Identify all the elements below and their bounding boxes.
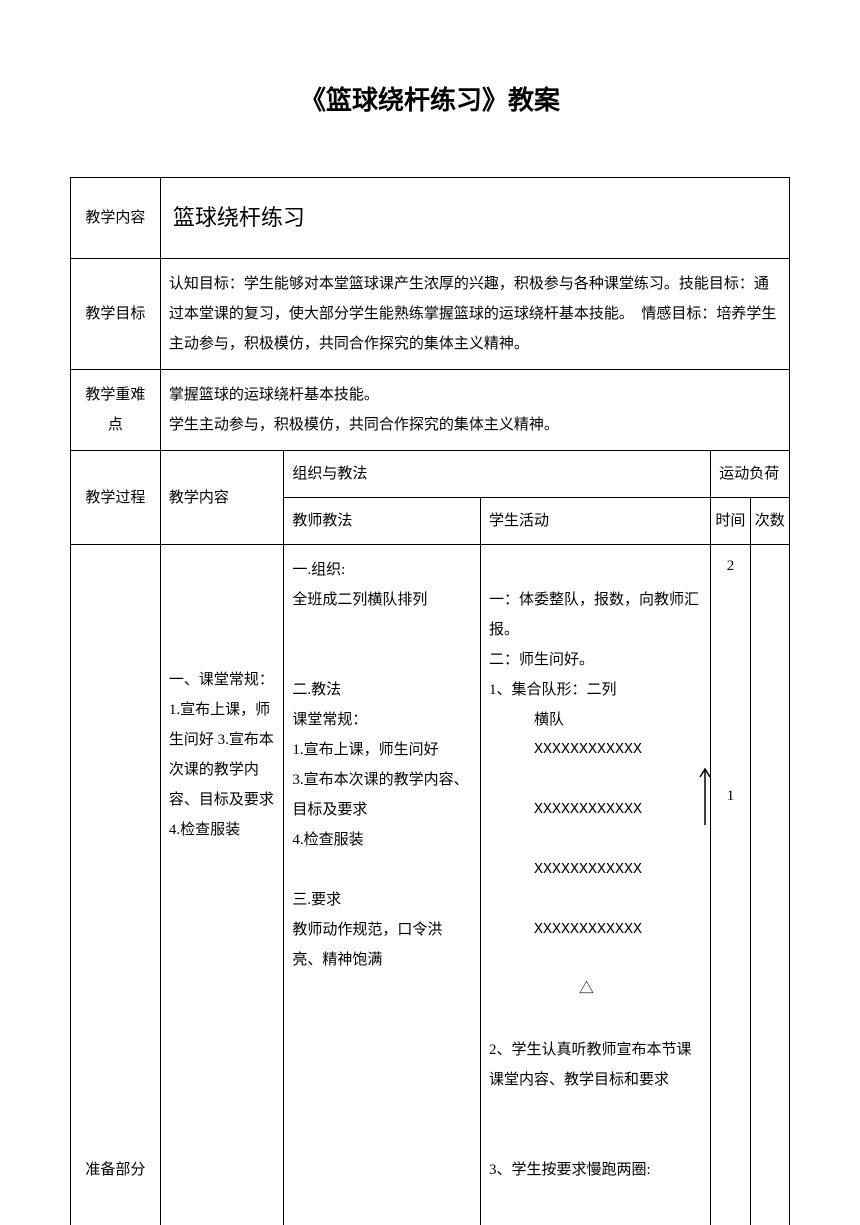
row-value-content: 篮球绕杆练习 [160, 178, 789, 259]
header-teacher: 教师教法 [284, 498, 481, 545]
header-method-group: 组织与教法 [284, 451, 711, 498]
body-student: 一：体委整队，报数，向教师汇报。 二：师生问好。 1、集合队形：二列 横队 XX… [481, 545, 711, 1225]
formation-line-4: XXXXXXXXXXXX [489, 915, 702, 945]
arrow-icon [698, 765, 712, 825]
time-val-1: 2 [713, 551, 747, 581]
row-value-goal: 认知目标：学生能够对本堂篮球课产生浓厚的兴趣，积极参与各种课堂练习。技能目标：通… [160, 259, 789, 370]
formation-line-2: XXXXXXXXXXXX [489, 795, 702, 825]
page-title: 《篮球绕杆练习》教案 [70, 80, 790, 117]
time-val-2: 1 [713, 781, 747, 811]
header-count: 次数 [750, 498, 789, 545]
row-label-goal: 教学目标 [71, 259, 161, 370]
formation-triangle: △ [489, 975, 702, 1005]
lesson-plan-table: 教学内容 篮球绕杆练习 教学目标 认知目标：学生能够对本堂篮球课产生浓厚的兴趣，… [70, 177, 790, 1225]
formation-line-3: XXXXXXXXXXXX [489, 855, 702, 885]
body-teacher: 一.组织: 全班成二列横队排列 二.教法 课堂常规： 1.宣布上课，师生问好 3… [284, 545, 481, 1225]
header-time: 时间 [711, 498, 750, 545]
header-process: 教学过程 [71, 451, 161, 545]
body-subject: 一、课堂常规： 1.宣布上课，师生问好 3.宣布本次课的教学内容、目标及要求 4… [160, 545, 284, 1225]
header-subject: 教学内容 [160, 451, 284, 545]
body-time: 2 1 [711, 545, 750, 1225]
formation-line-1: XXXXXXXXXXXX [489, 735, 702, 765]
header-student: 学生活动 [481, 498, 711, 545]
student-p1: 一：体委整队，报数，向教师汇报。 二：师生问好。 1、集合队形：二列 横队 [489, 592, 699, 728]
header-load: 运动负荷 [711, 451, 790, 498]
body-count [750, 545, 789, 1225]
row-label-difficulty: 教学重难点 [71, 370, 161, 451]
row-label-content: 教学内容 [71, 178, 161, 259]
student-p3: 3、学生按要求慢跑两圈: [489, 1162, 651, 1178]
phase-prep: 准备部分 [71, 545, 161, 1225]
row-value-difficulty: 掌握篮球的运球绕杆基本技能。 学生主动参与，积极模仿，共同合作探究的集体主义精神… [160, 370, 789, 451]
student-p2: 2、学生认真听教师宣布本节课课堂内容、教学目标和要求 [489, 1042, 692, 1088]
